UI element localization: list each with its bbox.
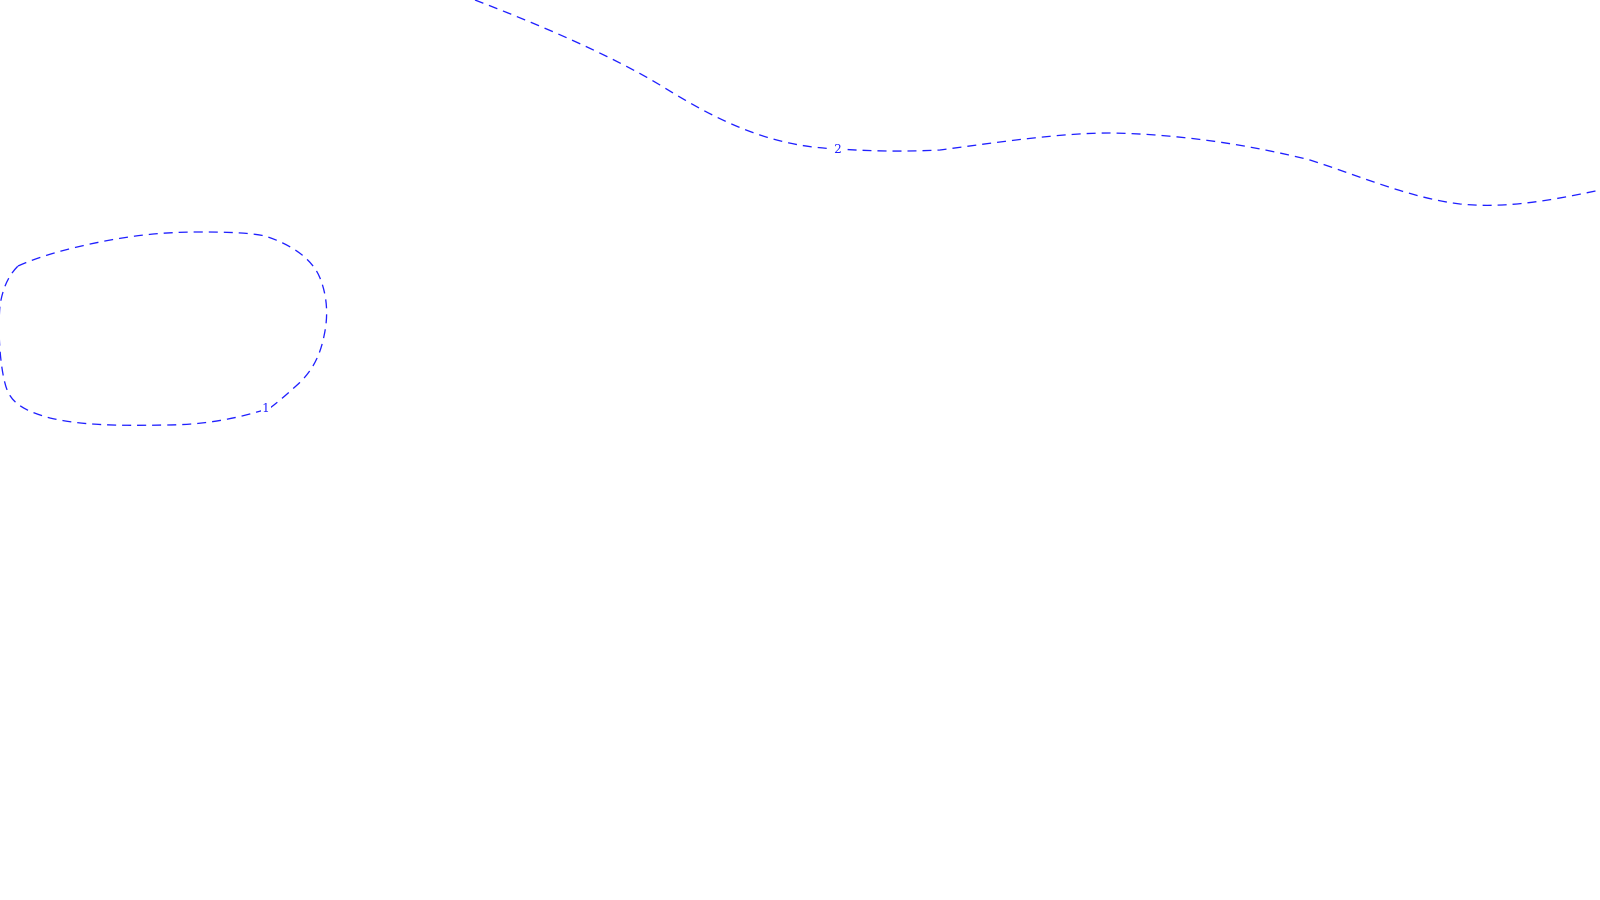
contour-label-1: 1 [262, 401, 270, 415]
contour-1: 1 [0, 231, 328, 426]
contour-2: 2 [474, 0, 1600, 206]
contour-line-2 [474, 0, 1600, 206]
contour-label-2-bg [832, 141, 844, 156]
contour-line-1 [0, 231, 328, 426]
contour-label-1-bg [261, 401, 271, 415]
contour-label-2: 2 [834, 142, 842, 156]
